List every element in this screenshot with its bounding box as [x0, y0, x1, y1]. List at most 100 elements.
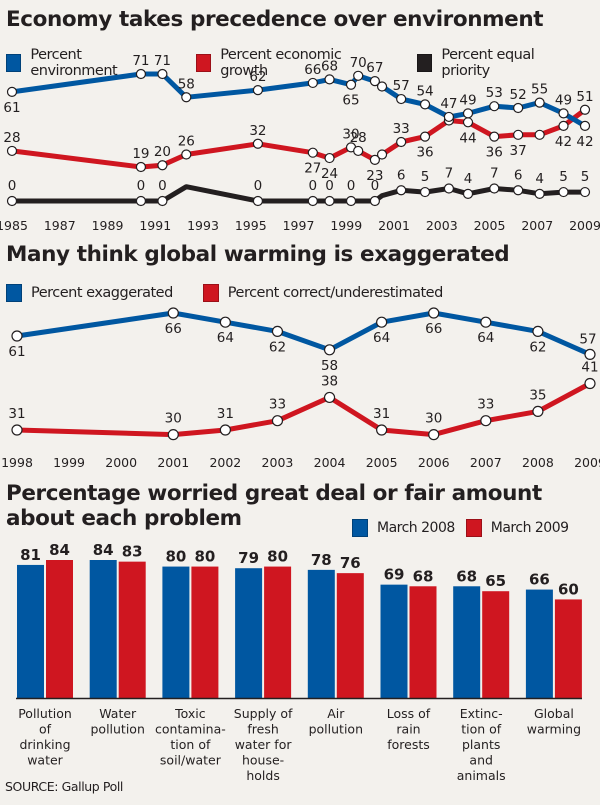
data-point	[584, 348, 596, 360]
category-label: animals	[457, 768, 506, 783]
category-label: Loss of	[387, 706, 431, 721]
data-label: 32	[249, 123, 266, 139]
chart2-title: Many think global warming is exaggerated	[6, 242, 510, 267]
data-label: 52	[510, 87, 527, 103]
data-point	[480, 415, 492, 427]
data-point	[369, 76, 380, 87]
bar-blue	[17, 564, 44, 698]
bar-value-label: 79	[238, 549, 259, 567]
data-point	[324, 74, 335, 85]
chart1-legend: Percent environment Percent economic gro…	[6, 47, 600, 79]
data-label: 57	[393, 78, 410, 94]
bar-value-label: 69	[384, 566, 405, 584]
data-point	[369, 195, 380, 207]
data-point	[307, 195, 318, 207]
data-point	[419, 131, 431, 142]
bar-value-label: 60	[558, 580, 579, 598]
bar-value-label: 80	[165, 548, 186, 566]
x-tick-label: 1999	[53, 455, 85, 470]
data-point	[11, 424, 23, 436]
legend-swatch-blue	[352, 519, 368, 537]
data-point	[369, 154, 380, 165]
data-point	[462, 108, 474, 119]
data-point	[396, 93, 407, 105]
x-tick-label: 1995	[235, 218, 267, 233]
bar-red	[264, 566, 292, 698]
data-point	[271, 325, 284, 337]
data-point	[532, 405, 544, 417]
bar-red	[482, 591, 510, 698]
data-point	[11, 330, 23, 342]
bar-value-label: 84	[93, 541, 114, 559]
chart3-legend: March 2008 March 2009	[352, 519, 589, 537]
data-label: 58	[178, 76, 195, 92]
data-point	[324, 152, 335, 164]
x-tick-label: 2006	[418, 455, 450, 470]
bar-blue	[162, 566, 190, 698]
data-label: 7	[445, 165, 454, 181]
bar-blue	[235, 568, 263, 698]
data-label: 64	[217, 330, 234, 346]
data-point	[396, 136, 407, 148]
data-label: 61	[8, 344, 25, 360]
bar-blue	[453, 586, 481, 698]
category-label: warming	[527, 722, 581, 737]
data-label: 4	[464, 171, 473, 187]
category-label: forests	[387, 737, 430, 752]
data-label: 0	[254, 178, 263, 194]
data-label: 5	[559, 169, 568, 185]
data-label: 31	[373, 406, 390, 422]
x-tick-label: 2005	[474, 218, 506, 233]
data-label: 36	[416, 145, 433, 161]
data-point	[167, 307, 179, 319]
data-point	[219, 424, 231, 436]
source-note: SOURCE: Gallup Poll	[5, 779, 124, 794]
data-point	[419, 99, 431, 110]
x-tick-label: 1997	[283, 218, 315, 233]
legend-label: Percent correct/underestimated	[227, 285, 443, 301]
data-point	[157, 160, 168, 171]
chart3-title: Percentage worried great deal or fair am…	[6, 481, 542, 531]
category-label: Supply of	[234, 706, 293, 721]
data-label: 19	[132, 146, 149, 162]
x-tick-label: 2009	[574, 455, 600, 470]
data-label: 33	[393, 121, 410, 137]
data-label: 0	[8, 178, 17, 194]
legend-swatch-blue	[6, 284, 22, 302]
data-point	[157, 195, 168, 207]
data-label: 0	[137, 178, 146, 194]
x-tick-label: 2005	[366, 455, 398, 470]
data-label: 26	[178, 133, 195, 149]
bar-value-label: 65	[485, 572, 506, 590]
chart3-title-line2: about each problem	[6, 506, 242, 531]
legend-label: March 2008	[377, 520, 455, 536]
x-tick-label: 2009	[569, 218, 600, 233]
data-point	[157, 68, 168, 80]
category-label: Extinc-	[460, 706, 503, 721]
legend-label: Percent environment	[30, 47, 118, 79]
data-label: 28	[3, 130, 20, 146]
data-point	[271, 415, 284, 427]
data-label: 64	[477, 330, 494, 346]
data-point	[428, 307, 440, 319]
x-tick-label: 1985	[0, 218, 28, 233]
data-point	[489, 101, 500, 112]
data-label: 0	[158, 178, 167, 194]
category-label: Toxic	[174, 706, 206, 721]
data-label: 58	[321, 358, 338, 374]
data-point	[396, 185, 407, 196]
data-point	[579, 186, 591, 198]
bar-red	[191, 566, 219, 698]
bar-red	[336, 573, 364, 698]
data-label: 20	[154, 144, 171, 160]
bar-value-label: 68	[413, 567, 434, 585]
bar-value-label: 84	[49, 541, 70, 559]
category-label: drinking	[19, 737, 70, 752]
category-label: water for	[235, 737, 293, 752]
data-label: 30	[342, 126, 359, 142]
data-label: 71	[154, 53, 171, 69]
data-point	[443, 111, 455, 123]
legend-swatch-red	[202, 284, 219, 302]
data-point	[558, 120, 569, 131]
data-point	[376, 81, 388, 92]
